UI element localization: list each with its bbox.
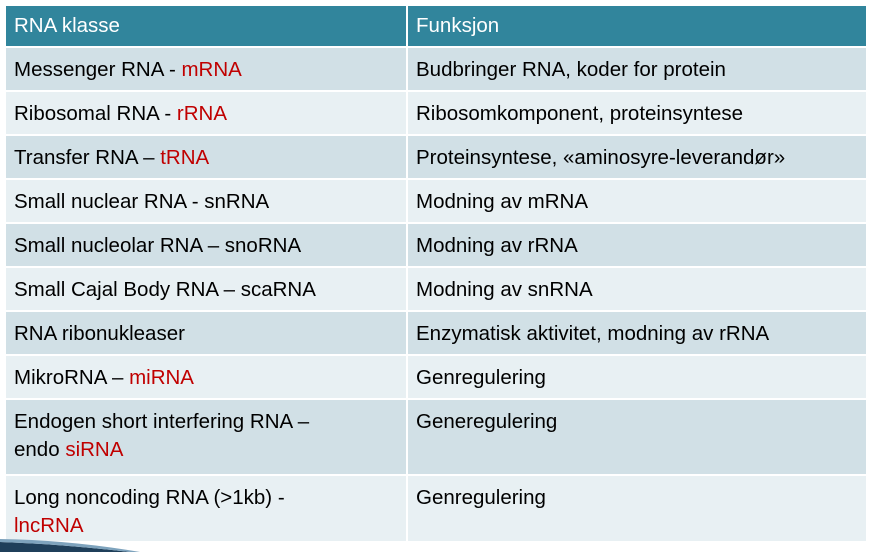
function-cell: Modning av rRNA	[408, 224, 866, 266]
rna-class-cell: Endogen short interfering RNA – endo siRN…	[6, 400, 406, 474]
rna-class-cell: Transfer RNA – tRNA	[6, 136, 406, 178]
function-cell: Genregulering	[408, 356, 866, 398]
function-cell: Ribosomkomponent, proteinsyntese	[408, 92, 866, 134]
rna-abbreviation: miRNA	[129, 366, 194, 389]
rna-name-line1: Endogen short interfering RNA –	[14, 410, 310, 433]
rna-abbreviation: rRNA	[176, 102, 228, 125]
function-cell: Budbringer RNA, koder for protein	[408, 48, 866, 90]
header-rna-class: RNA klasse	[6, 6, 406, 46]
function-cell: Modning av mRNA	[408, 180, 866, 222]
rna-name: Messenger RNA -	[14, 58, 182, 81]
function-cell: Proteinsyntese, «aminosyre-leverandør»	[408, 136, 866, 178]
function-cell: Modning av snRNA	[408, 268, 866, 310]
rna-abbreviation: siRNA	[65, 438, 124, 461]
header-function: Funksjon	[408, 6, 866, 46]
function-cell: Generegulering	[408, 400, 866, 474]
rna-name-line1: Long noncoding RNA (>1kb) -	[14, 486, 285, 509]
rna-class-cell: Small nuclear RNA - snRNA	[6, 180, 406, 222]
slide-corner-swoosh	[0, 539, 140, 552]
function-cell: Genregulering	[408, 476, 866, 541]
function-cell: Enzymatisk aktivitet, modning av rRNA	[408, 312, 866, 354]
rna-abbreviation: mRNA	[181, 58, 242, 81]
rna-name: Ribosomal RNA -	[14, 102, 177, 125]
rna-name: MikroRNA –	[14, 366, 130, 389]
rna-class-cell: Messenger RNA - mRNA	[6, 48, 406, 90]
rna-class-cell: Long noncoding RNA (>1kb) - lncRNA	[6, 476, 406, 541]
rna-class-cell: Small nucleolar RNA – snoRNA	[6, 224, 406, 266]
rna-class-cell: Ribosomal RNA - rRNA	[6, 92, 406, 134]
rna-abbreviation: tRNA	[160, 146, 210, 169]
rna-class-cell: RNA ribonukleaser	[6, 312, 406, 354]
rna-class-cell: MikroRNA – miRNA	[6, 356, 406, 398]
rna-class-cell: Small Cajal Body RNA – scaRNA	[6, 268, 406, 310]
rna-name: endo	[14, 438, 66, 461]
rna-classes-table: RNA klasse Funksjon Messenger RNA - mRNA…	[6, 6, 866, 541]
rna-name: Transfer RNA –	[14, 146, 161, 169]
rna-abbreviation: lncRNA	[14, 514, 84, 537]
